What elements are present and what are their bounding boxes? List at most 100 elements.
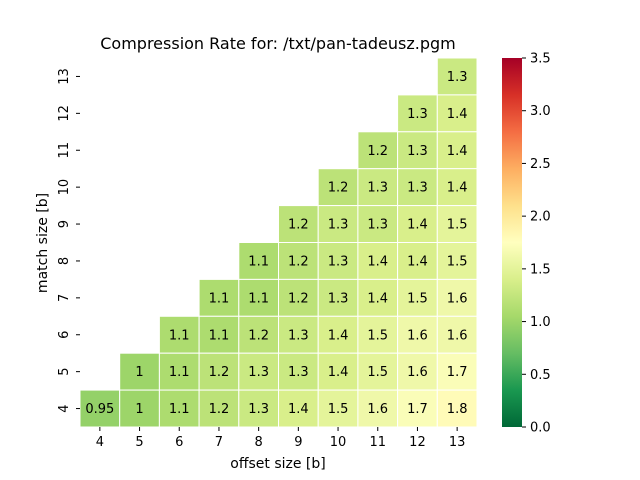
cell-label: 1.4 — [447, 181, 468, 196]
x-tick-label: 7 — [215, 435, 223, 450]
heatmap-cell — [397, 389, 438, 428]
cell-label: 1.3 — [367, 181, 388, 196]
cell-label: 1.2 — [288, 218, 309, 233]
heatmap-cell — [436, 278, 478, 317]
cell-label: 1.2 — [328, 181, 349, 196]
heatmap-cell — [436, 242, 478, 280]
heatmap-cell — [158, 315, 200, 354]
cell-label: 1.5 — [367, 328, 388, 343]
colorbar-tick-label: 1.5 — [530, 262, 551, 277]
heatmap-cell — [198, 389, 240, 428]
heatmap-cell — [238, 352, 280, 391]
cell-label: 1.1 — [209, 328, 230, 343]
colorbar-tick-label: 2.5 — [530, 157, 551, 172]
heatmap-cell — [436, 315, 478, 354]
y-tick-label: 11 — [57, 142, 72, 159]
cell-label: 1.8 — [447, 402, 468, 417]
colorbar-tick-label: 0.5 — [530, 368, 551, 383]
cell-label: 1.3 — [248, 365, 269, 380]
cell-label: 1.3 — [288, 365, 309, 380]
y-tick-label: 9 — [57, 220, 72, 228]
cell-label: 1.6 — [367, 402, 388, 417]
cell-label: 1.3 — [407, 107, 428, 122]
heatmap-cell — [278, 389, 319, 428]
x-axis-ticks: 4 5 6 7 8 9 10 11 12 13 — [96, 427, 466, 450]
cell-label: 1.3 — [367, 218, 388, 233]
heatmap-cell — [436, 352, 478, 391]
cell-label: 1.4 — [367, 254, 388, 269]
cell-label: 1.5 — [367, 365, 388, 380]
cell-label: 1.3 — [288, 328, 309, 343]
x-tick-label: 13 — [449, 435, 466, 450]
heatmap-cell — [397, 242, 438, 280]
heatmap-cell — [397, 205, 438, 244]
cell-label: 1.6 — [447, 291, 468, 306]
colorbar-tick-label: 3.5 — [530, 52, 551, 67]
cell-label: 1.5 — [407, 291, 428, 306]
cell-label: 1.2 — [288, 291, 309, 306]
cell-label: 1.7 — [447, 365, 468, 380]
heatmap-cells: 1.3 1.3 1.4 1.2 1.3 1.4 1.2 1.3 1.3 1.4 1.2 1.3 1.3 1… — [79, 57, 478, 428]
heatmap-cell — [238, 242, 280, 280]
heatmap-cell — [397, 278, 438, 317]
y-tick-label: 4 — [57, 404, 72, 412]
cell-label: 1.5 — [447, 254, 468, 269]
heatmap-cell — [198, 278, 240, 317]
cell-label: 1.4 — [367, 291, 388, 306]
x-tick-label: 5 — [135, 435, 143, 450]
heatmap-cell — [436, 57, 478, 96]
x-tick-label: 4 — [96, 435, 104, 450]
x-tick-label: 12 — [409, 435, 426, 450]
heatmap-cell — [357, 168, 399, 207]
y-tick-label: 12 — [57, 105, 72, 122]
heatmap-cell — [317, 242, 359, 280]
cell-label: 1.2 — [248, 328, 269, 343]
colorbar-ticks: 0.0 0.5 1.0 1.5 2.0 2.5 3.0 3.5 — [522, 52, 551, 436]
y-tick-label: 13 — [57, 68, 72, 85]
cell-label: 1.2 — [288, 254, 309, 269]
heatmap-cell — [79, 389, 121, 428]
chart-title: Compression Rate for: /txt/pan-tadeusz.p… — [100, 34, 455, 53]
y-tick-label: 7 — [57, 294, 72, 302]
cell-label: 1.1 — [248, 254, 269, 269]
cell-label: 1.3 — [328, 218, 349, 233]
heatmap-cell — [357, 242, 399, 280]
cell-label: 1.1 — [169, 365, 190, 380]
cell-label: 1.4 — [407, 218, 428, 233]
cell-label: 1.5 — [328, 402, 349, 417]
y-tick-label: 8 — [57, 257, 72, 265]
heatmap-cell — [278, 242, 319, 280]
cell-label: 1.4 — [447, 107, 468, 122]
colorbar-tick-label: 3.0 — [530, 104, 551, 119]
cell-label: 1.1 — [169, 328, 190, 343]
heatmap-cell — [436, 131, 478, 170]
y-axis-ticks: 13 12 11 10 9 8 7 6 5 4 — [57, 68, 80, 413]
cell-label: 1.3 — [248, 402, 269, 417]
x-tick-label: 6 — [175, 435, 183, 450]
y-tick-label: 6 — [57, 331, 72, 339]
colorbar-tick-label: 1.0 — [530, 315, 551, 330]
cell-label: 1.4 — [328, 365, 349, 380]
cell-label: 1.7 — [407, 402, 428, 417]
x-axis-label: offset size [b] — [230, 456, 325, 472]
cell-label: 1.3 — [407, 144, 428, 159]
cell-label: 1.1 — [209, 291, 230, 306]
x-tick-label: 9 — [294, 435, 302, 450]
cell-label: 1.3 — [407, 181, 428, 196]
cell-label: 1 — [135, 365, 143, 380]
cell-label: 1.6 — [447, 328, 468, 343]
heatmap-cell — [119, 352, 160, 391]
x-tick-label: 11 — [369, 435, 386, 450]
heatmap-cell — [238, 278, 280, 317]
cell-label: 1.4 — [447, 144, 468, 159]
cell-label: 1.6 — [407, 328, 428, 343]
heatmap-cell — [317, 205, 359, 244]
cell-label: 1.1 — [248, 291, 269, 306]
heatmap-cell — [119, 389, 160, 428]
heatmap-cell — [238, 389, 280, 428]
cell-label: 1.4 — [328, 328, 349, 343]
cell-label: 1.2 — [209, 402, 230, 417]
heatmap-cell — [357, 389, 399, 428]
cell-label: 0.95 — [85, 402, 114, 417]
